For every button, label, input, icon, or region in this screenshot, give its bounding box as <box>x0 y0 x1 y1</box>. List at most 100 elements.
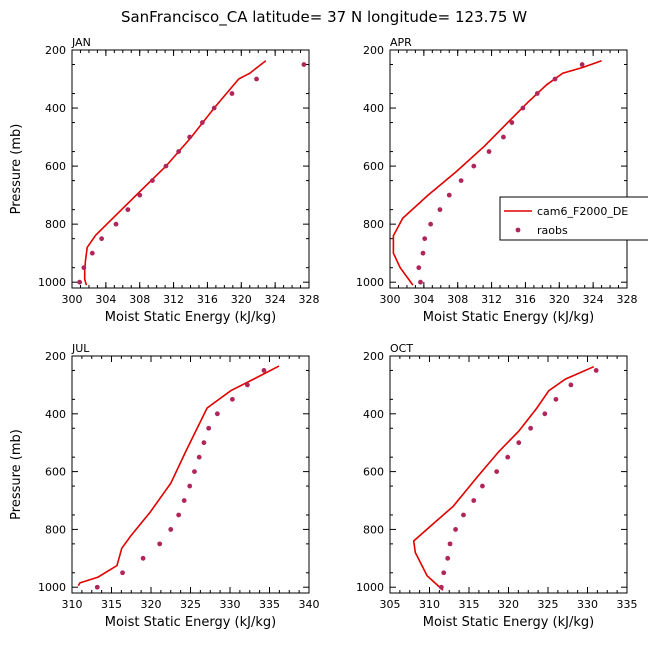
obs-point <box>206 425 212 431</box>
x-tick-label: 315 <box>101 598 122 611</box>
series-line-model <box>392 59 602 286</box>
obs-point <box>254 76 259 82</box>
x-tick-label: 304 <box>95 293 116 306</box>
y-tick-label: 600 <box>363 466 384 479</box>
x-axis-title: Moist Static Energy (kJ/kg) <box>423 615 594 630</box>
x-tick-label: 320 <box>141 598 162 611</box>
x-tick-label: 328 <box>299 293 320 306</box>
x-tick-label: 308 <box>129 293 150 306</box>
obs-point <box>486 149 492 154</box>
obs-point <box>422 236 428 242</box>
x-tick-label: 315 <box>459 598 480 611</box>
obs-point <box>94 584 100 590</box>
obs-point <box>187 483 193 489</box>
obs-point <box>453 527 458 532</box>
obs-point <box>437 207 443 213</box>
obs-point <box>568 382 574 388</box>
obs-point <box>229 91 235 96</box>
x-tick-label: 312 <box>163 293 184 306</box>
y-tick-label: 800 <box>363 523 384 536</box>
legend-label: cam6_F2000_DE <box>537 205 628 218</box>
x-tick-label: 320 <box>498 598 519 611</box>
panel-label: JAN <box>71 36 91 49</box>
obs-point <box>458 178 464 184</box>
legend-marker-swatch <box>515 227 521 233</box>
x-tick-label: 305 <box>380 598 401 611</box>
x-tick-label: 324 <box>265 293 286 306</box>
obs-point <box>244 382 250 388</box>
obs-point <box>163 163 169 169</box>
obs-point <box>501 134 506 140</box>
obs-point <box>528 425 534 431</box>
x-tick-label: 320 <box>549 293 570 306</box>
y-tick-label: 600 <box>363 160 384 173</box>
obs-point <box>137 192 143 198</box>
obs-point <box>214 411 220 417</box>
x-axis-title: Moist Static Energy (kJ/kg) <box>105 310 276 325</box>
y-tick-label: 1000 <box>356 581 384 594</box>
chart-panel-jul: JUL 310 315 320 325 330 335 340 200 400 600 800 1000… <box>9 342 320 630</box>
obs-point <box>176 512 182 518</box>
figure-title: SanFrancisco_CA latitude= 37 N longitude… <box>121 8 527 27</box>
x-tick-label: 335 <box>259 598 280 611</box>
obs-point <box>89 250 95 256</box>
x-tick-label: 308 <box>447 293 468 306</box>
legend-box <box>499 196 648 241</box>
obs-point <box>196 454 202 460</box>
x-tick-label: 316 <box>515 293 536 306</box>
obs-point <box>505 454 511 460</box>
obs-point <box>516 440 522 446</box>
x-tick-label: 335 <box>617 598 638 611</box>
y-tick-label: 1000 <box>38 276 66 289</box>
obs-point <box>176 149 182 154</box>
obs-point <box>445 555 451 561</box>
obs-point <box>199 120 205 125</box>
series-line-model <box>77 365 280 587</box>
obs-point <box>77 279 83 285</box>
series-line-model <box>412 365 595 591</box>
obs-point <box>120 570 125 576</box>
obs-point <box>192 469 197 475</box>
x-axis-title: Moist Static Energy (kJ/kg) <box>105 615 276 630</box>
x-tick-label: 330 <box>220 598 241 611</box>
obs-point <box>201 440 207 446</box>
y-tick-label: 200 <box>363 350 384 363</box>
y-tick-label: 400 <box>363 408 384 421</box>
obs-point <box>438 584 444 590</box>
obs-point <box>187 134 193 140</box>
obs-point <box>480 483 485 489</box>
x-tick-label: 310 <box>419 598 440 611</box>
plot-frame <box>71 355 310 594</box>
x-tick-label: 330 <box>577 598 598 611</box>
x-tick-label: 340 <box>299 598 320 611</box>
chart-panel-apr: APR 300 304 308 312 316 320 324 328 200 400 600 800 1… <box>356 36 638 325</box>
obs-point <box>446 192 452 198</box>
y-tick-label: 200 <box>45 44 66 57</box>
obs-point <box>542 411 548 417</box>
obs-point <box>471 498 477 503</box>
x-tick-label: 325 <box>180 598 201 611</box>
x-tick-label: 320 <box>231 293 252 306</box>
y-tick-label: 800 <box>45 218 66 231</box>
x-tick-label: 300 <box>62 293 83 306</box>
legend-label: raobs <box>537 224 568 237</box>
obs-point <box>461 512 466 518</box>
y-tick-label: 200 <box>45 350 66 363</box>
x-tick-label: 325 <box>538 598 559 611</box>
obs-point <box>113 221 119 227</box>
obs-point <box>261 368 267 373</box>
x-tick-label: 304 <box>413 293 434 306</box>
obs-point <box>534 91 540 96</box>
obs-point <box>471 163 477 169</box>
chart-panel-jan: JAN 300 304 308 312 316 320 324 328 200 400 600 800 1… <box>9 36 320 325</box>
obs-point <box>140 555 146 561</box>
y-tick-label: 400 <box>363 102 384 115</box>
obs-point <box>428 221 434 227</box>
obs-point <box>416 265 422 271</box>
obs-point <box>125 207 131 213</box>
obs-point <box>229 396 235 402</box>
obs-point <box>181 498 187 503</box>
panel-label: APR <box>390 36 412 49</box>
series-line-model <box>83 60 267 286</box>
